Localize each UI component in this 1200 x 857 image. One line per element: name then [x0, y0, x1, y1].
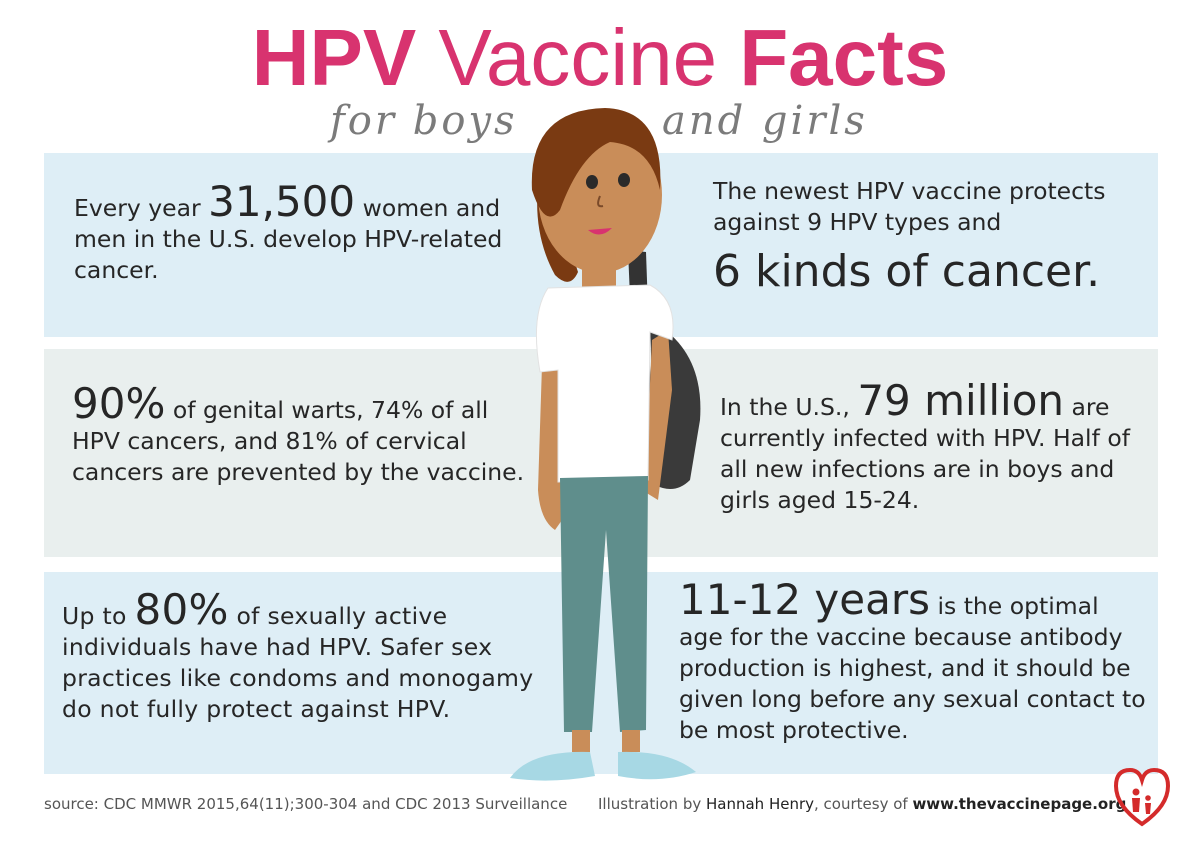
fact-1-big: 31,500 [208, 177, 356, 226]
left-eye [586, 175, 598, 189]
left-ankle [572, 730, 590, 752]
illustrator-name: Hannah Henry [706, 795, 815, 813]
teen-illustration [510, 108, 701, 781]
title-hpv: HPV [251, 13, 417, 102]
credit-courtesy: , courtesy of [814, 795, 913, 813]
nose [597, 195, 604, 208]
panel-row-3 [44, 572, 1158, 774]
left-arm [538, 365, 562, 530]
right-arm [645, 330, 672, 500]
fact-4-pre: In the U.S., [720, 393, 858, 421]
fact-6-post: is the optimal age for the vaccine becau… [679, 592, 1146, 744]
fact-infected: In the U.S., 79 million are currently in… [720, 380, 1150, 516]
fact-sexually-active: Up to 80% of sexually active individuals… [62, 589, 542, 725]
fact-3-post: of genital warts, 74% of all HPV cancers… [72, 396, 525, 486]
fact-1-post: women and men in the U.S. develop HPV-re… [74, 194, 503, 284]
illustration-credit: Illustration by Hannah Henry, courtesy o… [598, 795, 1126, 813]
right-ankle [622, 730, 640, 752]
fact-4-big: 79 million [857, 376, 1065, 425]
hair-top [531, 108, 661, 217]
subtitle-left: for boys [330, 98, 518, 144]
right-shoe [618, 751, 696, 780]
fact-1-pre: Every year [74, 194, 209, 222]
subtitle-right: and girls [662, 98, 868, 144]
website-link[interactable]: www.thevaccinepage.org [912, 795, 1127, 813]
fact-6-big: 11-12 years [679, 575, 930, 624]
left-shoe [510, 751, 595, 781]
fact-5-big: 80% [134, 585, 229, 634]
page-title: HPV Vaccine Facts [0, 12, 1200, 104]
mouth [588, 228, 612, 235]
title-facts: Facts [739, 13, 949, 102]
fact-optimal-age: 11-12 years is the optimal age for the v… [679, 579, 1149, 746]
pants [560, 476, 648, 732]
fact-3-big: 90% [72, 379, 166, 428]
title-vaccine: Vaccine [416, 13, 740, 102]
fact-cancer-cases: Every year 31,500 women and men in the U… [74, 181, 544, 286]
fact-5-post: of sexually active individuals have had … [62, 602, 534, 723]
fact-5-pre: Up to [62, 602, 135, 630]
credit-pre: Illustration by [598, 795, 706, 813]
fact-prevention: 90% of genital warts, 74% of all HPV can… [72, 383, 542, 488]
fact-2-big: 6 kinds of cancer. [713, 246, 1101, 297]
fact-4-post: are currently infected with HPV. Half of… [720, 393, 1130, 514]
family-heart-icon [1113, 767, 1171, 827]
fact-2-pre: The newest HPV vaccine protects against … [713, 177, 1106, 236]
right-eye [618, 173, 630, 187]
source-note: source: CDC MMWR 2015,64(11);300-304 and… [44, 795, 568, 813]
fact-vaccine-types: The newest HPV vaccine protects against … [713, 176, 1153, 300]
